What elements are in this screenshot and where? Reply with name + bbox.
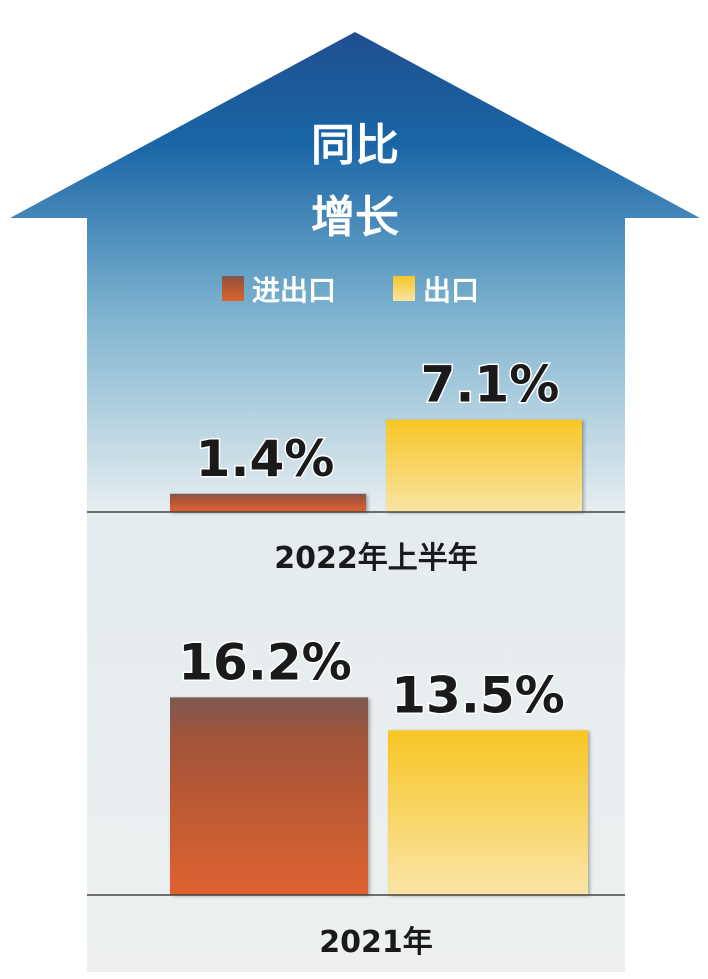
chart-title-line2: 增长: [311, 192, 399, 243]
data-label: 16.2%: [178, 633, 351, 691]
bar-export-0: [386, 419, 582, 512]
legend-swatch-import-export: [222, 276, 244, 301]
legend-swatch-export: [393, 276, 415, 301]
data-label: 1.4%: [196, 430, 335, 488]
data-label: 13.5%: [391, 666, 564, 724]
legend-label-export: 出口: [423, 274, 479, 307]
chart-title-line1: 同比: [311, 120, 399, 171]
data-label: 7.1%: [421, 356, 560, 414]
bar-export-1: [388, 730, 588, 895]
bar-import-export-0: [170, 493, 366, 512]
legend-label-import-export: 进出口: [252, 274, 336, 307]
bar-import-export-1: [170, 697, 368, 895]
category-label-2021: 2021年: [319, 925, 433, 960]
category-label-2022h1: 2022年上半年: [274, 541, 478, 576]
